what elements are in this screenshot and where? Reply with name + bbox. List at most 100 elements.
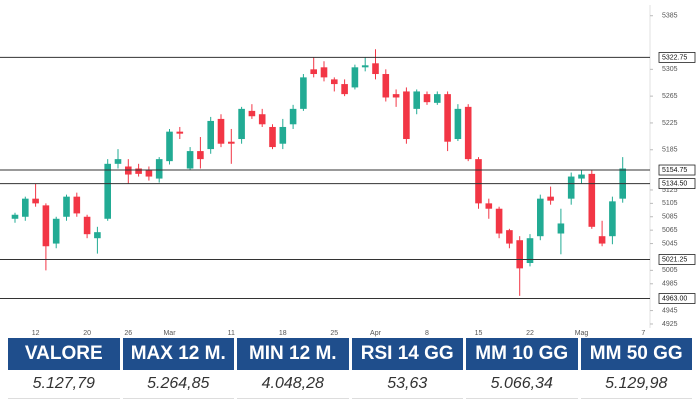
table-header: MM 50 GG <box>580 338 692 370</box>
level-label: 4963.00 <box>662 295 687 302</box>
table-cell: 5.066,34 <box>466 370 578 399</box>
candle-body <box>516 240 523 269</box>
candle-body <box>485 203 493 209</box>
candle-body <box>166 131 173 162</box>
candle-body <box>506 230 513 244</box>
candle-body <box>238 108 245 140</box>
candle-body <box>63 196 70 217</box>
candle-body <box>289 108 297 125</box>
y-tick-label: 5045 <box>662 240 678 247</box>
candle-body <box>341 84 348 95</box>
table-header: MAX 12 M. <box>122 338 234 370</box>
level-label: 5322.75 <box>662 54 687 61</box>
candle-body <box>11 214 19 219</box>
candle-body <box>135 168 142 174</box>
candle-body <box>73 196 81 214</box>
candle-body <box>434 94 441 103</box>
x-tick-label: 15 <box>475 330 483 337</box>
candle-body <box>207 120 214 150</box>
x-tick-label: 12 <box>32 330 40 337</box>
stats-table: VALORE MAX 12 M. MIN 12 M. RSI 14 GG MM 10 G… <box>8 338 692 399</box>
candle-body <box>537 198 544 237</box>
y-tick-label: 5105 <box>662 200 678 207</box>
y-tick-label: 5125 <box>662 187 678 194</box>
x-tick-label: Mag <box>575 330 589 337</box>
table-header: RSI 14 GG <box>351 338 463 370</box>
candle-body <box>567 176 575 199</box>
table-header: MM 10 GG <box>466 338 578 370</box>
candle-body <box>186 151 194 169</box>
candle-body <box>475 159 482 204</box>
candle-body <box>228 141 235 144</box>
x-tick-label: 25 <box>330 330 338 337</box>
y-tick-label: 5185 <box>662 147 678 154</box>
candle-body <box>104 163 111 219</box>
candle-body <box>423 94 431 103</box>
candle-body <box>114 159 122 164</box>
candle-body <box>464 106 472 160</box>
level-label: 5154.75 <box>662 167 687 174</box>
table-header: MIN 12 M. <box>237 338 349 370</box>
candle-body <box>300 77 307 109</box>
y-tick-label: 4925 <box>662 321 678 328</box>
chart: 4925 4945 4985 5005 5045 5065 5085 5105 5125 5185… <box>0 5 696 337</box>
candle-body <box>609 201 616 237</box>
level-box <box>658 164 696 176</box>
table-header: VALORE <box>8 338 120 370</box>
y-tick-label: 4945 <box>662 307 678 314</box>
level-label: 5021.25 <box>662 256 687 263</box>
candle-body <box>444 94 451 142</box>
candle-body <box>52 218 60 244</box>
level-box <box>658 52 696 63</box>
candle-body <box>557 223 565 234</box>
y-tick-label: 5265 <box>662 93 678 100</box>
level-box <box>658 178 696 189</box>
x-tick-label: 7 <box>641 330 645 337</box>
candle-body <box>495 208 503 234</box>
candle-body <box>382 74 390 98</box>
candle-body <box>413 91 420 109</box>
candle-body <box>258 114 266 125</box>
y-tick-label: 5225 <box>662 120 678 127</box>
candle-body <box>588 173 596 227</box>
candle-body <box>392 94 400 98</box>
table-cell: 5.127,79 <box>8 370 120 399</box>
level-label: 5134.50 <box>662 180 687 187</box>
y-tick-label: 5385 <box>662 13 678 20</box>
candle-body <box>248 110 256 117</box>
candle-body <box>331 79 338 85</box>
x-tick-label: 18 <box>279 330 287 337</box>
level-box <box>658 254 696 265</box>
x-tick-label: 8 <box>425 330 429 337</box>
x-tick-label: Mar <box>163 330 176 337</box>
x-tick-label: Apr <box>370 330 382 337</box>
table-cell: 53,63 <box>351 370 463 399</box>
candle-body <box>279 126 287 144</box>
candle-body <box>547 196 554 201</box>
candle-body <box>176 131 184 134</box>
table-cell: 5.129,98 <box>580 370 692 399</box>
candle-body <box>403 91 410 140</box>
table-cell: 4.048,28 <box>237 370 349 399</box>
x-tick-label: 20 <box>83 330 91 337</box>
level-box <box>658 293 696 304</box>
x-tick-label: 22 <box>526 330 534 337</box>
candle-body <box>32 198 39 204</box>
candle-body <box>145 170 153 177</box>
y-tick-label: 5065 <box>662 227 678 234</box>
candle-body <box>361 65 369 68</box>
candle-body <box>22 198 29 217</box>
candle-body <box>94 232 101 239</box>
table-cell: 5.264,85 <box>122 370 234 399</box>
candle-body <box>269 126 276 148</box>
x-tick-label: 26 <box>124 330 132 337</box>
candle-body <box>155 159 163 179</box>
candle-body <box>125 166 132 175</box>
y-tick-label: 5005 <box>662 267 678 274</box>
y-tick-label: 5085 <box>662 214 678 221</box>
candle-body <box>217 118 225 144</box>
candle-body <box>454 108 462 140</box>
candle-body <box>310 69 317 75</box>
candle-body <box>372 63 379 75</box>
